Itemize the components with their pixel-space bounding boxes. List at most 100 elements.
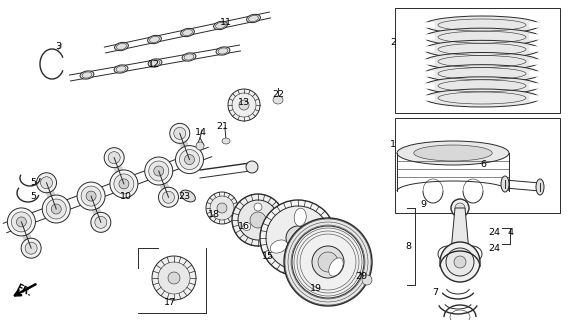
Ellipse shape xyxy=(95,216,107,228)
Ellipse shape xyxy=(174,127,186,139)
Ellipse shape xyxy=(196,142,204,150)
Ellipse shape xyxy=(214,21,227,30)
Ellipse shape xyxy=(158,262,190,294)
Ellipse shape xyxy=(318,252,338,272)
Ellipse shape xyxy=(215,22,225,28)
Ellipse shape xyxy=(243,222,251,230)
Ellipse shape xyxy=(104,148,124,168)
Ellipse shape xyxy=(501,176,509,192)
Ellipse shape xyxy=(424,89,540,107)
Ellipse shape xyxy=(181,190,196,202)
Text: 19: 19 xyxy=(310,284,322,293)
Text: 7: 7 xyxy=(432,288,438,297)
Ellipse shape xyxy=(454,256,466,268)
Ellipse shape xyxy=(232,93,256,117)
Ellipse shape xyxy=(7,208,35,236)
Ellipse shape xyxy=(206,192,238,224)
Ellipse shape xyxy=(115,42,128,51)
Ellipse shape xyxy=(228,89,260,121)
Ellipse shape xyxy=(249,15,258,22)
Text: 9: 9 xyxy=(420,200,426,209)
Ellipse shape xyxy=(216,47,230,55)
Ellipse shape xyxy=(42,195,70,223)
Ellipse shape xyxy=(162,191,174,203)
Ellipse shape xyxy=(154,166,164,176)
Ellipse shape xyxy=(21,238,41,258)
Ellipse shape xyxy=(149,161,169,181)
Ellipse shape xyxy=(80,71,94,79)
Ellipse shape xyxy=(222,138,230,144)
Ellipse shape xyxy=(180,149,200,170)
Ellipse shape xyxy=(185,155,194,164)
Ellipse shape xyxy=(294,208,306,226)
Ellipse shape xyxy=(145,157,173,185)
Text: 14: 14 xyxy=(195,128,207,137)
Text: 20: 20 xyxy=(355,272,367,281)
Ellipse shape xyxy=(362,275,372,285)
Ellipse shape xyxy=(36,173,56,193)
Text: 18: 18 xyxy=(208,210,220,219)
Text: 10: 10 xyxy=(120,192,132,201)
Ellipse shape xyxy=(46,199,66,219)
Text: FR.: FR. xyxy=(15,283,34,299)
Ellipse shape xyxy=(152,256,196,300)
Text: 16: 16 xyxy=(238,222,250,231)
Ellipse shape xyxy=(424,16,540,34)
Ellipse shape xyxy=(424,40,540,58)
Ellipse shape xyxy=(114,65,128,73)
Bar xyxy=(395,8,560,113)
Ellipse shape xyxy=(86,191,96,201)
Ellipse shape xyxy=(284,218,372,306)
Ellipse shape xyxy=(148,59,162,67)
Ellipse shape xyxy=(17,217,26,227)
Ellipse shape xyxy=(170,123,190,143)
Text: 12: 12 xyxy=(148,60,160,69)
Text: 5: 5 xyxy=(30,192,36,201)
Ellipse shape xyxy=(446,248,474,276)
Ellipse shape xyxy=(108,152,120,164)
Ellipse shape xyxy=(329,258,343,276)
Text: 5: 5 xyxy=(30,178,36,187)
Text: 22: 22 xyxy=(272,90,284,99)
Ellipse shape xyxy=(148,35,161,44)
Ellipse shape xyxy=(265,222,273,230)
Ellipse shape xyxy=(260,200,336,276)
Text: 6: 6 xyxy=(480,160,486,169)
Ellipse shape xyxy=(424,77,540,95)
Text: 11: 11 xyxy=(220,18,232,27)
Ellipse shape xyxy=(286,226,310,250)
Ellipse shape xyxy=(182,29,193,36)
Ellipse shape xyxy=(117,44,127,50)
Ellipse shape xyxy=(239,100,249,110)
Ellipse shape xyxy=(116,66,126,72)
Text: 24: 24 xyxy=(488,244,500,253)
Text: 3: 3 xyxy=(55,42,61,51)
Text: 24: 24 xyxy=(488,228,500,237)
Polygon shape xyxy=(450,208,470,262)
Ellipse shape xyxy=(247,14,260,23)
Ellipse shape xyxy=(149,36,160,43)
Ellipse shape xyxy=(246,161,258,173)
Ellipse shape xyxy=(91,212,111,232)
Ellipse shape xyxy=(312,246,344,278)
Ellipse shape xyxy=(273,96,283,104)
Ellipse shape xyxy=(217,203,227,213)
Ellipse shape xyxy=(424,28,540,46)
Ellipse shape xyxy=(181,28,194,37)
Ellipse shape xyxy=(250,212,266,228)
Ellipse shape xyxy=(11,212,31,232)
Ellipse shape xyxy=(110,170,138,198)
Ellipse shape xyxy=(158,187,178,207)
Ellipse shape xyxy=(455,203,465,213)
Ellipse shape xyxy=(82,72,92,78)
Ellipse shape xyxy=(81,186,101,206)
Ellipse shape xyxy=(114,174,134,194)
Ellipse shape xyxy=(238,200,278,240)
Ellipse shape xyxy=(440,242,480,282)
Ellipse shape xyxy=(424,52,540,70)
Text: 23: 23 xyxy=(178,192,190,201)
Text: 21: 21 xyxy=(216,122,228,131)
Ellipse shape xyxy=(150,60,160,66)
Text: 1: 1 xyxy=(390,140,396,149)
Ellipse shape xyxy=(254,203,262,211)
